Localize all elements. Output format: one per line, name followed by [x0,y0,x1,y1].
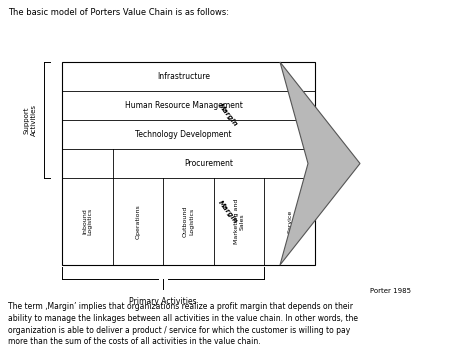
Text: Porter 1985: Porter 1985 [370,288,411,294]
Text: Procurement: Procurement [184,159,233,168]
Text: Service: Service [287,210,292,233]
Text: Infrastructure: Infrastructure [157,72,210,81]
Text: The term ‚Margin’ implies that organizations realize a profit margin that depend: The term ‚Margin’ implies that organizat… [8,302,358,347]
Text: Inbound
Logistics: Inbound Logistics [82,208,93,235]
Text: The basic model of Porters Value Chain is as follows:: The basic model of Porters Value Chain i… [8,8,229,17]
Text: Operations: Operations [136,204,140,239]
Text: Margin: Margin [217,102,238,127]
Text: Outbound
Logistics: Outbound Logistics [183,206,194,237]
Text: Margin: Margin [217,199,238,225]
Text: Human Resource Management: Human Resource Management [125,101,242,110]
Text: Marketing and
Sales: Marketing and Sales [234,199,245,244]
Polygon shape [280,62,360,265]
Text: Primary Activities: Primary Activities [129,297,197,306]
Text: Technology Development: Technology Development [135,130,232,139]
Text: Support
Activities: Support Activities [24,104,36,136]
Bar [62,62,315,265]
